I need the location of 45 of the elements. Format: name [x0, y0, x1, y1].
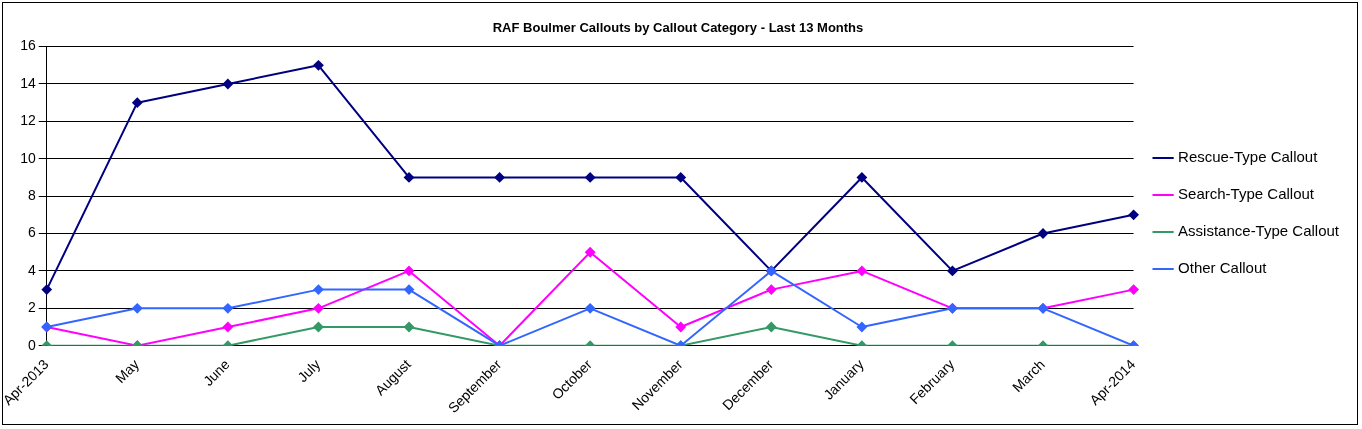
- point: [404, 172, 415, 183]
- point: [1038, 228, 1049, 239]
- point: [313, 303, 324, 314]
- y-tick-label: 16: [20, 37, 36, 54]
- legend-label: Rescue-Type Callout: [1178, 148, 1319, 166]
- point: [1128, 284, 1139, 295]
- point: [313, 322, 324, 332]
- point: [675, 322, 686, 332]
- y-tick-label: 4: [27, 261, 36, 278]
- point: [132, 303, 143, 314]
- x-tick-label: July: [294, 356, 324, 386]
- y-tick-label: 14: [20, 74, 36, 91]
- point: [585, 247, 596, 258]
- point: [766, 322, 777, 332]
- point: [1128, 209, 1139, 220]
- point: [494, 172, 505, 183]
- y-tick-label: 8: [27, 187, 36, 204]
- legend-label: Search-Type Callout: [1178, 185, 1315, 203]
- y-tick-label: 0: [27, 336, 36, 353]
- point: [41, 284, 52, 295]
- legend-label: Other Callout: [1178, 259, 1268, 277]
- y-tick-label: 10: [20, 149, 36, 166]
- point: [222, 78, 233, 89]
- point: [222, 322, 233, 332]
- point: [856, 265, 867, 276]
- point: [766, 284, 777, 295]
- x-tick-label: May: [112, 356, 143, 387]
- y-tick-label: 6: [27, 224, 36, 241]
- legend-label: Assistance-Type Callout: [1178, 222, 1340, 240]
- point: [404, 284, 415, 295]
- y-tick-label: 12: [20, 112, 36, 129]
- point: [222, 303, 233, 314]
- point: [856, 322, 867, 332]
- point: [675, 172, 686, 183]
- point: [585, 172, 596, 183]
- point: [404, 322, 415, 332]
- point: [404, 265, 415, 276]
- point: [947, 265, 958, 276]
- y-tick-label: 2: [27, 299, 36, 316]
- point: [313, 60, 324, 71]
- point: [856, 172, 867, 183]
- chart-title: RAF Boulmer Callouts by Callout Category - Last 13 Months: [492, 20, 864, 36]
- point: [585, 303, 596, 314]
- point: [132, 97, 143, 108]
- point: [313, 284, 324, 295]
